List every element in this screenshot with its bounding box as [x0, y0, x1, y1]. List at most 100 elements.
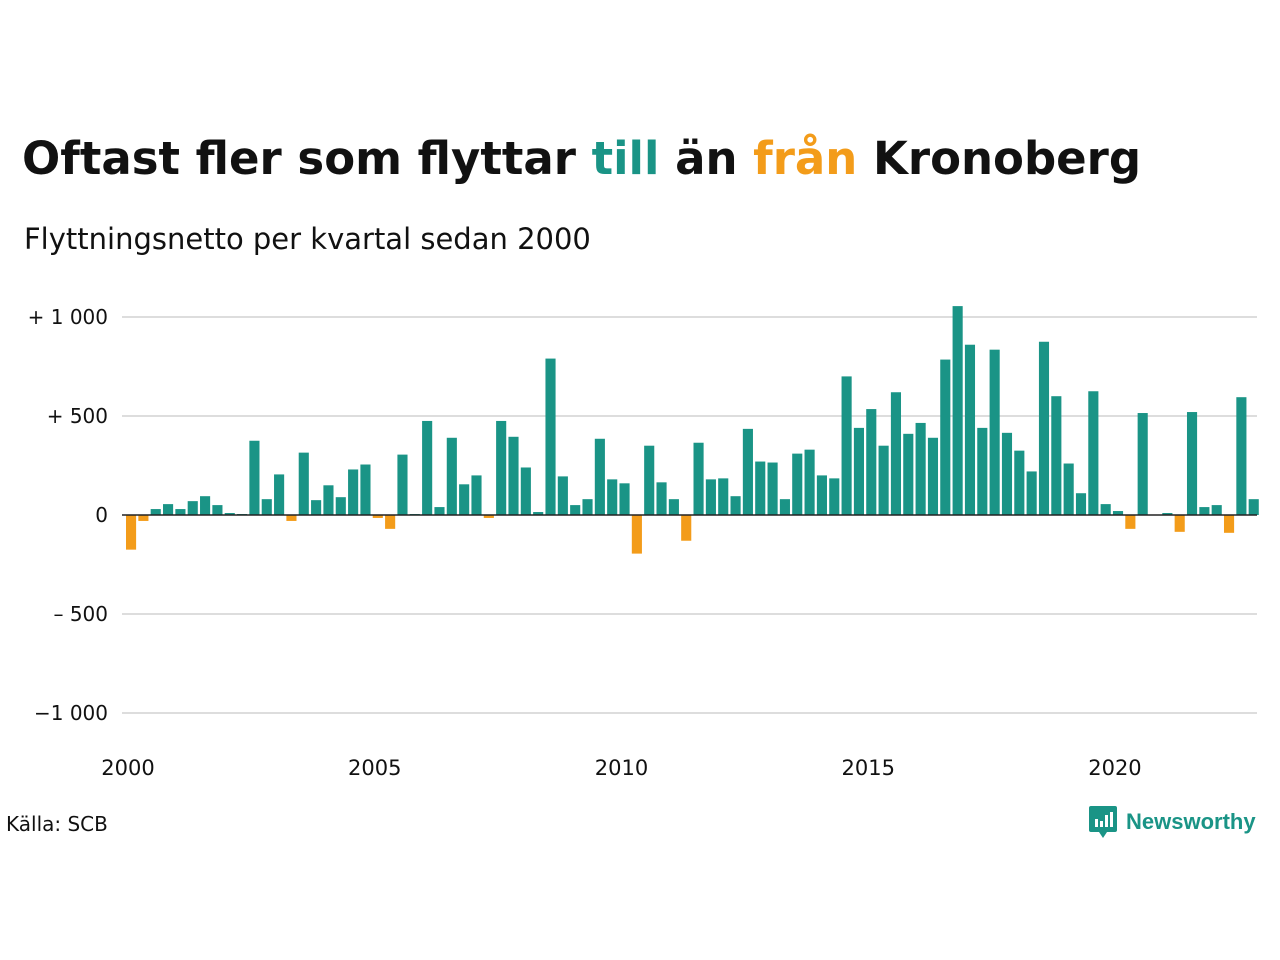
y-tick-label: – 500: [53, 602, 108, 626]
bar: [533, 512, 544, 515]
bar: [607, 479, 618, 515]
bar: [693, 442, 704, 515]
bar: [1100, 504, 1111, 515]
bar: [459, 484, 470, 515]
bar: [816, 475, 827, 515]
x-tick-label: 2020: [1088, 756, 1141, 780]
bar: [742, 428, 753, 515]
bar: [964, 344, 976, 515]
bar: [1075, 493, 1087, 515]
y-axis-labels: + 1 000 + 500 0 – 500 −1 000: [28, 305, 108, 725]
bar: [1199, 507, 1210, 515]
bar: [853, 427, 864, 515]
y-tick-label: + 1 000: [28, 305, 108, 329]
bar: [323, 485, 334, 515]
bar: [829, 478, 840, 515]
bar: [890, 392, 902, 515]
bar: [274, 474, 285, 515]
bar: [434, 507, 445, 515]
bar: [1236, 397, 1247, 515]
x-tick-label: 2010: [595, 756, 648, 780]
bar: [841, 376, 852, 515]
bar: [508, 436, 519, 515]
bar: [570, 505, 581, 515]
bar: [940, 359, 951, 515]
bar: [249, 440, 260, 515]
x-axis-labels: 2000 2005 2010 2015 2020: [101, 756, 1141, 780]
bar: [446, 437, 457, 515]
bar: [952, 306, 963, 515]
title-part-3: Kronoberg: [857, 132, 1142, 185]
bar: [1088, 391, 1099, 515]
bar: [681, 515, 692, 541]
bar: [594, 438, 605, 515]
bar: [779, 499, 790, 515]
bar: [224, 513, 235, 515]
bar: [656, 482, 667, 515]
bar: [1038, 341, 1050, 515]
title-till: till: [591, 132, 660, 185]
title-part-1: Oftast fler som flyttar: [22, 132, 592, 185]
bar: [1174, 515, 1185, 532]
bar: [150, 509, 161, 515]
bar: [1026, 471, 1037, 515]
x-tick-label: 2000: [101, 756, 154, 780]
bar: [372, 515, 383, 518]
y-tick-label: 0: [95, 503, 108, 527]
bar: [126, 515, 137, 550]
bar: [1137, 413, 1148, 515]
bar: [360, 464, 371, 515]
bar: [138, 515, 149, 521]
brand-logo: Newsworthy: [1088, 804, 1256, 840]
bar: [1162, 513, 1173, 515]
bar: [989, 349, 1000, 515]
bar: [212, 505, 223, 515]
bar: [767, 462, 778, 515]
bar: [187, 501, 198, 515]
bar: [1001, 432, 1013, 515]
bar: [1223, 515, 1235, 533]
bar: [175, 509, 186, 515]
bar: [496, 420, 507, 515]
bar: [631, 515, 642, 554]
newsworthy-logo-icon: [1089, 806, 1117, 838]
bar: [977, 427, 988, 515]
bar: [619, 483, 630, 515]
bar: [520, 467, 531, 515]
brand-name: Newsworthy: [1126, 809, 1256, 834]
bar: [705, 479, 716, 515]
bar: [545, 358, 556, 515]
bar: [792, 453, 803, 515]
bar: [1051, 396, 1062, 515]
title-part-2: än: [659, 132, 754, 185]
bar: [718, 478, 729, 515]
bar: [1248, 499, 1259, 515]
bar: [261, 499, 272, 515]
bar: [200, 496, 211, 515]
bar: [1211, 505, 1222, 515]
bar: [866, 409, 877, 515]
bar: [755, 461, 766, 515]
bar: [903, 433, 914, 515]
bar: [915, 422, 926, 515]
bar: [311, 500, 322, 515]
bar-chart: + 1 000 + 500 0 – 500 −1 000 2000 2005 2010 201…: [28, 305, 1259, 780]
bar: [730, 496, 741, 515]
bar: [348, 469, 359, 515]
bar: [483, 515, 494, 518]
y-tick-label: −1 000: [34, 701, 108, 725]
bar: [1186, 412, 1198, 515]
bar: [1014, 450, 1025, 515]
title-fran: från: [753, 132, 858, 185]
bar: [927, 437, 939, 515]
bar: [397, 454, 408, 515]
bar: [1125, 515, 1136, 529]
y-tick-label: + 500: [47, 404, 108, 428]
bar: [163, 504, 174, 515]
bars: [126, 306, 1259, 554]
bar: [644, 445, 655, 515]
bar: [335, 497, 346, 515]
bar: [286, 515, 297, 521]
bar: [668, 499, 679, 515]
bar: [878, 445, 889, 515]
